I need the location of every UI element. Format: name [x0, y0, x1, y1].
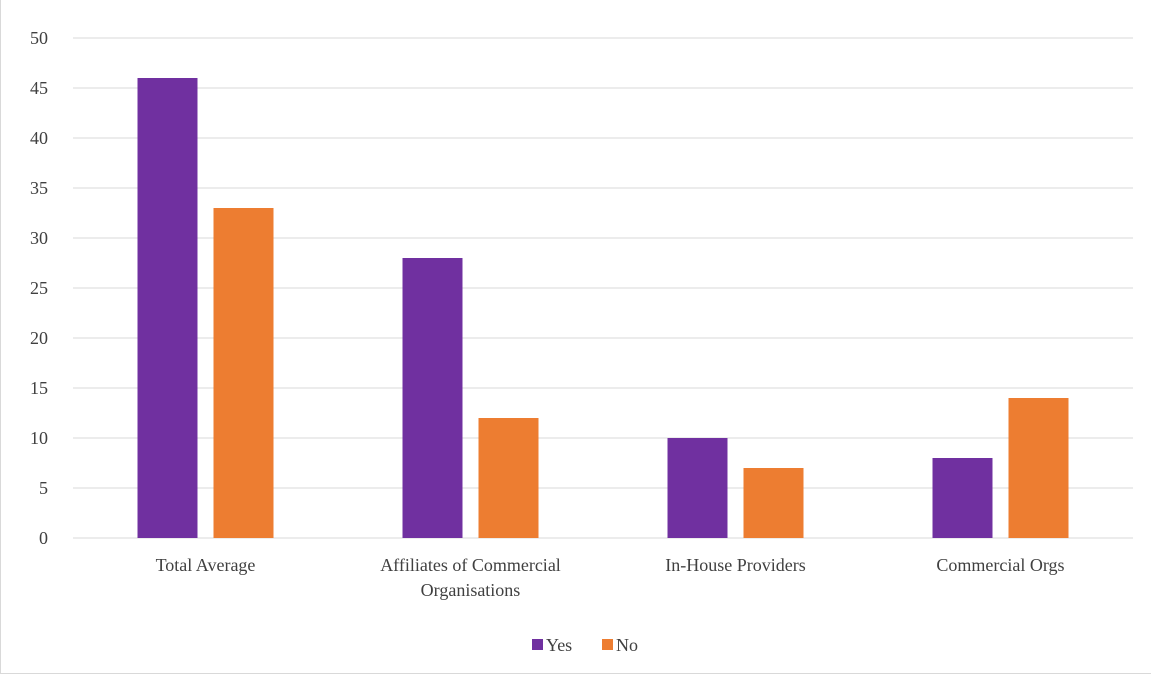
- bar-no-2: [743, 468, 804, 538]
- y-tick-label: 45: [30, 78, 48, 98]
- y-tick-label: 40: [30, 128, 48, 148]
- x-category-label: Total Average: [156, 555, 256, 575]
- legend-swatch-yes: [532, 639, 543, 650]
- legend-label-yes: Yes: [546, 635, 572, 655]
- bar-yes-3: [932, 458, 993, 538]
- y-tick-label: 30: [30, 228, 48, 248]
- legend: Yes No: [532, 635, 638, 655]
- y-tick-label: 35: [30, 178, 48, 198]
- legend-label-no: No: [616, 635, 638, 655]
- x-category-label: Commercial Orgs: [936, 555, 1064, 575]
- y-tick-label: 20: [30, 328, 48, 348]
- x-axis-categories: Total Average Affiliates of Commercial Org…: [156, 555, 1065, 600]
- y-tick-label: 10: [30, 428, 48, 448]
- y-tick-label: 5: [39, 478, 48, 498]
- x-category-label: Affiliates of Commercial: [380, 555, 561, 575]
- y-tick-label: 50: [30, 28, 48, 48]
- y-axis-ticks: 0 5 10 15 20 25 30 35 40 45 50: [30, 28, 48, 548]
- y-tick-label: 25: [30, 278, 48, 298]
- legend-swatch-no: [602, 639, 613, 650]
- bar-no-3: [1008, 398, 1069, 538]
- bar-no-1: [478, 418, 539, 538]
- x-category-label: Organisations: [421, 580, 521, 600]
- y-tick-label: 0: [39, 528, 48, 548]
- bar-yes-0: [137, 78, 198, 538]
- bar-yes-1: [402, 258, 463, 538]
- y-tick-label: 15: [30, 378, 48, 398]
- bars: [137, 78, 1069, 538]
- x-category-label: In-House Providers: [665, 555, 805, 575]
- bar-no-0: [213, 208, 274, 538]
- bar-yes-2: [667, 438, 728, 538]
